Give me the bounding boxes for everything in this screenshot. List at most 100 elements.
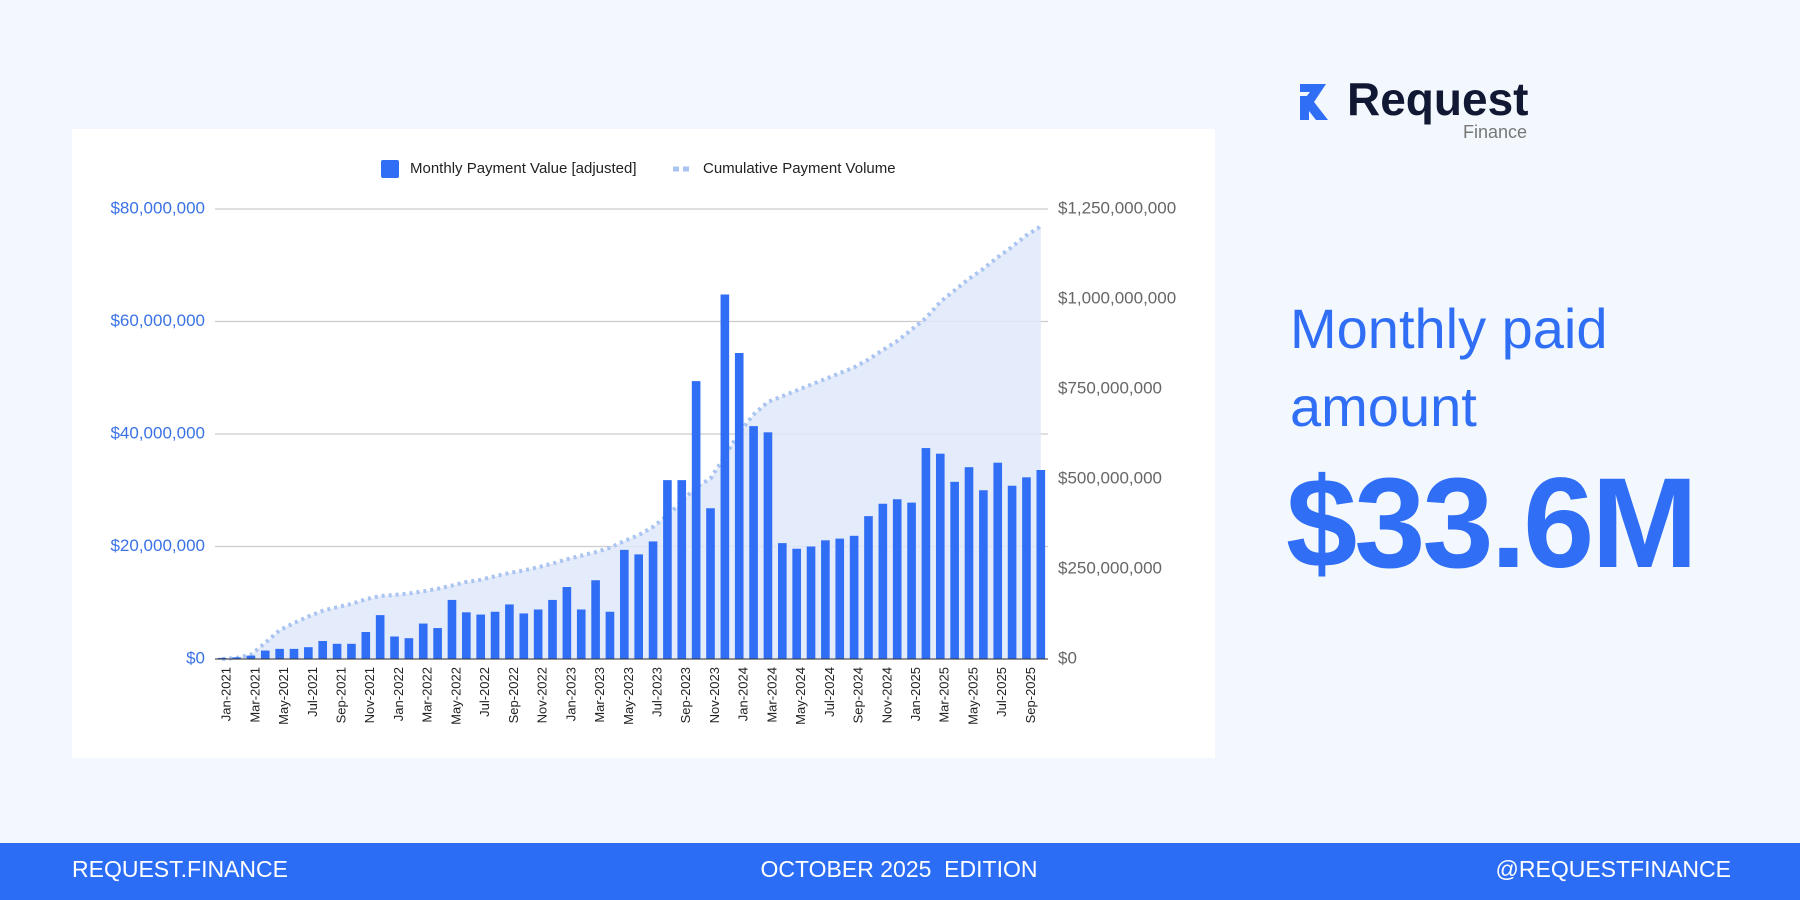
y2-tick-label: $1,000,000,000 [1058,288,1176,307]
bar [892,499,902,659]
bar [864,516,873,659]
bar [1022,477,1031,659]
bar [792,548,801,659]
y-tick-label: $40,000,000 [110,423,205,442]
x-tick-label: Mar-2022 [420,667,435,723]
x-tick-label: Jul-2022 [477,667,492,717]
y2-tick-label: $0 [1058,648,1077,667]
bar [275,648,284,659]
x-tick-label: May-2024 [793,667,808,725]
bar [979,490,988,659]
logo-text: Request [1347,73,1528,125]
bar [476,614,486,659]
x-tick-label: Jan-2023 [563,667,578,721]
bar [576,609,586,659]
bar [677,480,687,659]
logo-icon [1300,84,1328,120]
headline-label: Monthly paid amount [1290,297,1608,438]
x-tick-label: Mar-2024 [764,667,779,723]
x-tick-label: Jul-2025 [994,667,1009,717]
bar [734,353,744,659]
x-tick-label: Nov-2022 [535,667,550,723]
x-tick-label: Jul-2021 [305,667,320,717]
bar [404,638,414,659]
bar [433,628,442,659]
x-tick-label: Mar-2021 [247,667,262,723]
bar [361,632,371,659]
x-tick-label: Mar-2023 [592,667,607,723]
y-tick-label: $60,000,000 [110,311,205,330]
x-tick-label: Sep-2025 [1023,667,1038,723]
bar [993,462,1003,659]
y2-tick-label: $750,000,000 [1058,378,1162,397]
bar [663,480,672,659]
bar [1036,470,1046,659]
bar [375,615,385,659]
bar [304,647,313,659]
footer-left: REQUEST.FINANCE [72,856,288,882]
bar [821,540,830,659]
x-tick-label: Mar-2025 [937,667,952,723]
x-tick-label: Sep-2023 [678,667,693,723]
bar [332,643,342,659]
y2-tick-label: $1,250,000,000 [1058,198,1176,217]
bar [232,657,241,659]
y2-tick-label: $250,000,000 [1058,558,1162,577]
x-tick-label: Nov-2023 [707,667,722,723]
bar [548,599,557,659]
chart-card [72,129,1215,758]
y-tick-label: $20,000,000 [110,536,205,555]
x-tick-label: Jan-2024 [736,667,751,721]
bar [562,587,572,659]
footer-band [0,843,1800,900]
bar [921,448,931,659]
footer-center: OCTOBER 2025 EDITION [761,856,1038,882]
bar [964,467,974,659]
legend-label: Monthly Payment Value [adjusted] [410,160,637,177]
x-tick-label: May-2021 [276,667,291,725]
x-tick-label: May-2023 [621,667,636,725]
x-tick-label: Sep-2024 [851,667,866,723]
bar [289,648,299,659]
legend-swatch [381,160,399,178]
y2-tick-label: $500,000,000 [1058,468,1162,487]
bar [605,611,615,659]
bar [533,609,543,659]
x-tick-label: Jan-2025 [908,667,923,721]
bar [462,612,471,659]
y-tick-label: $0 [186,648,205,667]
bar [260,650,270,659]
bar [950,481,959,659]
bar [1007,485,1017,659]
bar [648,541,658,659]
y-tick-label: $80,000,000 [110,198,205,217]
x-tick-label: Nov-2021 [362,667,377,723]
bar [835,538,845,659]
bar [490,611,500,659]
bar [777,543,787,659]
bar [720,294,730,659]
x-tick-label: Jan-2022 [391,667,406,721]
x-tick-label: Jul-2024 [822,667,837,717]
legend-label: Cumulative Payment Volume [703,160,896,177]
x-tick-label: May-2025 [965,667,980,725]
x-tick-label: May-2022 [448,667,463,725]
headline-value: $33.6M [1286,452,1698,595]
bar [418,623,428,659]
bar [691,381,701,659]
x-tick-label: Sep-2021 [334,667,349,723]
bar [318,641,328,659]
x-tick-label: Sep-2022 [506,667,521,723]
bar [620,549,629,659]
bar [447,599,457,659]
bar [634,554,643,659]
logo-sub: Finance [1463,122,1527,142]
bar [217,657,227,659]
bar [706,508,715,659]
bar [591,580,600,659]
bar [519,613,529,659]
bar [849,535,859,659]
x-tick-label: Jul-2023 [649,667,664,717]
x-tick-label: Jan-2021 [219,667,234,721]
